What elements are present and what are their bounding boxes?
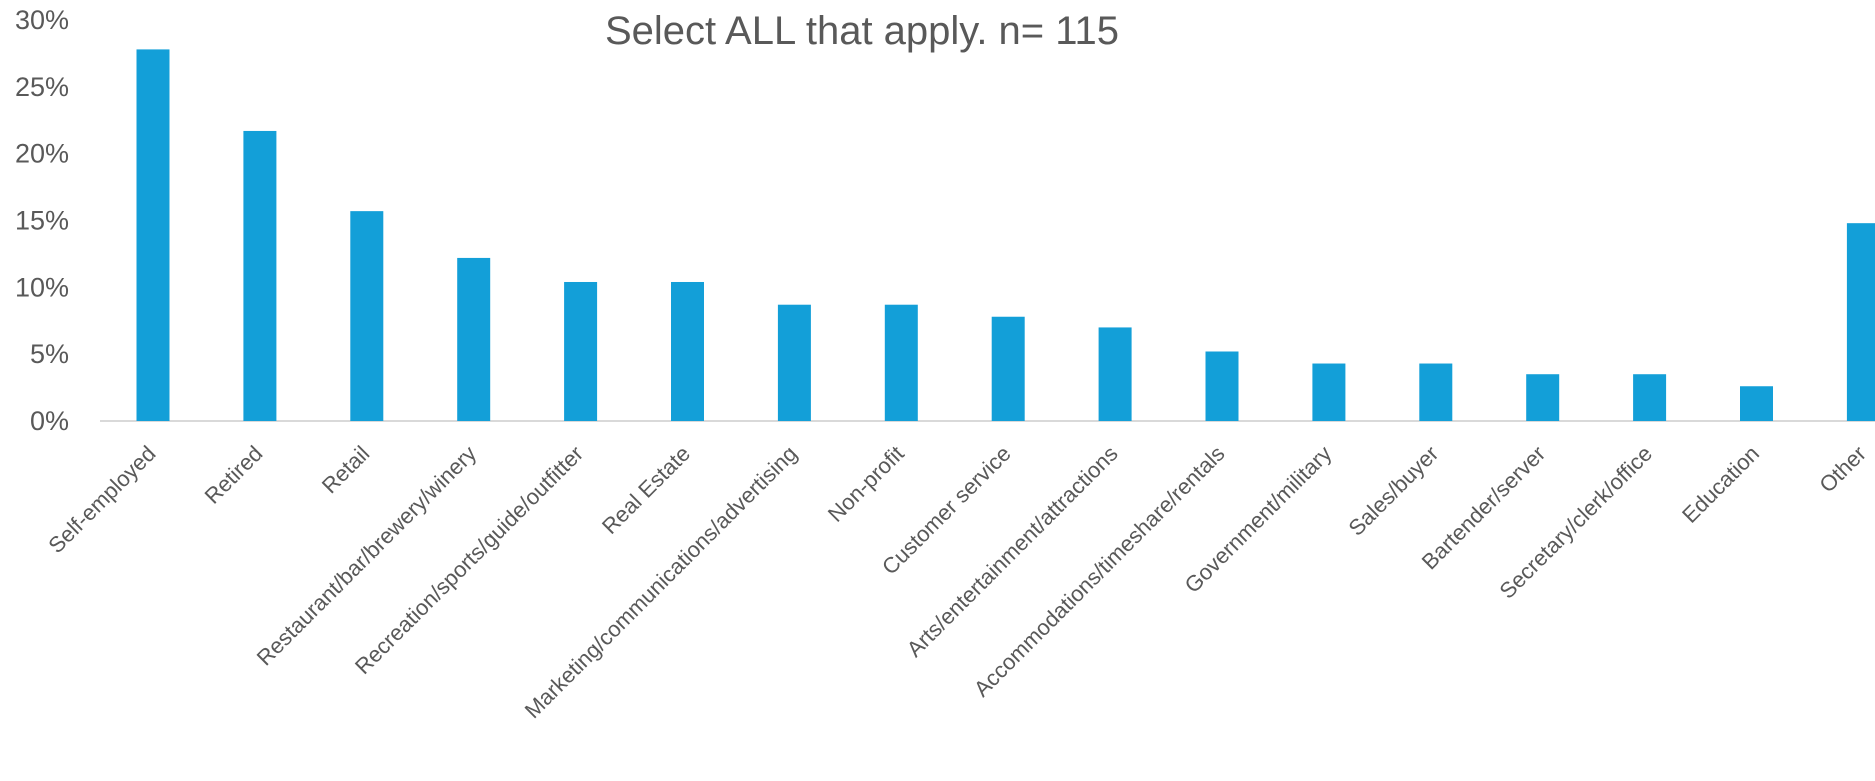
bar	[1312, 364, 1345, 421]
y-tick-label: 20%	[15, 139, 69, 169]
y-tick-label: 0%	[30, 406, 69, 436]
y-tick-label: 10%	[15, 272, 69, 302]
bar	[1526, 374, 1559, 421]
bar	[1633, 374, 1666, 421]
bars-group	[137, 49, 1875, 421]
bar	[457, 258, 490, 421]
x-category-label: Retail	[317, 441, 374, 498]
x-category-label: Self-employed	[43, 441, 160, 558]
bar	[1206, 351, 1239, 421]
y-tick-label: 15%	[15, 206, 69, 236]
bar	[243, 131, 276, 421]
x-category-label: Recreation/sports/guide/outfitter	[350, 441, 588, 679]
x-category-label: Sales/buyer	[1344, 441, 1444, 541]
x-category-label: Education	[1677, 441, 1764, 528]
bar	[350, 211, 383, 421]
y-tick-label: 5%	[30, 339, 69, 369]
y-axis-ticks: 0% 5% 10% 15% 20% 25% 30%	[15, 5, 69, 436]
bar	[1740, 386, 1773, 421]
bar	[671, 282, 704, 421]
chart-title: Select ALL that apply. n= 115	[605, 9, 1119, 53]
bar	[778, 305, 811, 421]
bar	[564, 282, 597, 421]
x-category-label: Arts/entertainment/attractions	[902, 441, 1123, 662]
bar	[137, 49, 170, 421]
x-category-label: Retired	[200, 441, 268, 509]
bar	[885, 305, 918, 421]
y-tick-label: 30%	[15, 5, 69, 35]
x-axis-labels: Self-employed Retired RetailRestaurant/bar…	[43, 441, 1871, 723]
x-category-label: Real Estate	[597, 441, 695, 539]
x-category-label: Non-profit	[823, 441, 909, 527]
bar	[1847, 223, 1875, 421]
bar	[992, 317, 1025, 421]
x-category-label: Restaurant/bar/brewery/winery	[252, 441, 482, 671]
bar	[1419, 364, 1452, 421]
x-category-label: Other	[1814, 441, 1871, 498]
y-tick-label: 25%	[15, 72, 69, 102]
bar	[1099, 327, 1132, 421]
